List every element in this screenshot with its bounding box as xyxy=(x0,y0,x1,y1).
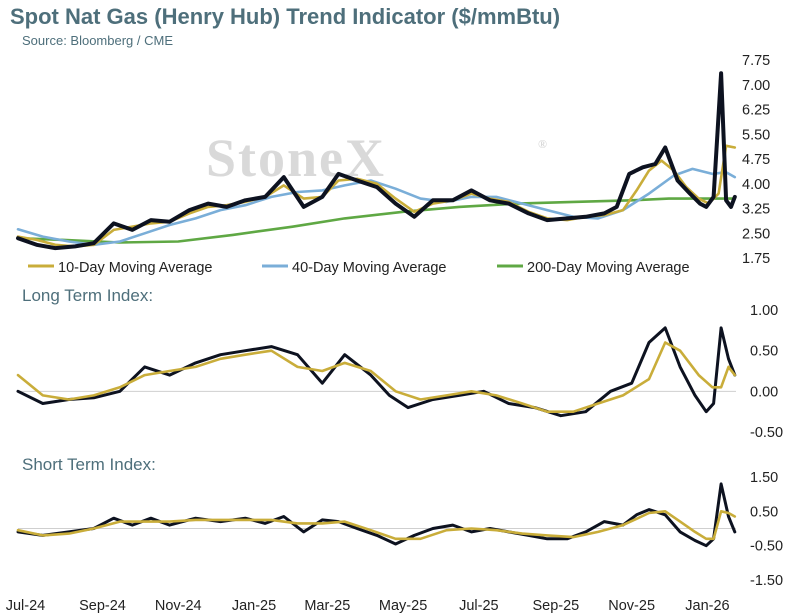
long-term-index-title: Long Term Index: xyxy=(22,286,154,305)
y-tick-label-panel-1: 0.50 xyxy=(750,344,778,360)
watermark-registered-mark: ® xyxy=(538,137,549,151)
x-tick-label: May-25 xyxy=(379,598,427,614)
y-tick-label-panel-2: -0.50 xyxy=(750,539,783,555)
legend-label-ma10: 10-Day Moving Average xyxy=(58,260,213,276)
ma10-line-panel-2 xyxy=(16,509,737,541)
y-tick-label-panel-0: 2.50 xyxy=(742,226,770,242)
y-tick-label-panel-0: 7.00 xyxy=(742,78,770,94)
x-tick-labels: Jul-24 Sep-24 Nov-24 Jan-25 Mar-25 May-25 Jul-… xyxy=(6,598,730,614)
x-tick-label: Sep-25 xyxy=(532,598,579,614)
index-line-panel-2 xyxy=(16,482,737,548)
y-tick-label-panel-0: 4.75 xyxy=(742,152,770,168)
y-tick-label-panel-0: 7.75 xyxy=(742,53,770,69)
y-tick-label-panel-0: 1.75 xyxy=(742,251,770,267)
chart-source: Source: Bloomberg / CME xyxy=(22,33,174,48)
y-tick-label-panel-2: 1.50 xyxy=(750,470,778,486)
x-tick-label: Jul-24 xyxy=(6,598,46,614)
x-tick-label: Nov-24 xyxy=(155,598,202,614)
price-line-panel-0 xyxy=(16,71,737,251)
ma10-line-panel-1 xyxy=(16,341,737,414)
x-tick-label: Jan-25 xyxy=(232,598,276,614)
y-tick-labels: 7.75 7.00 6.25 5.50 4.75 4.00 3.25 2.50 1.75 1.00… xyxy=(742,53,783,589)
x-tick-label: Sep-24 xyxy=(79,598,126,614)
ma40-line-panel-0 xyxy=(16,167,737,247)
legend-label-ma200: 200-Day Moving Average xyxy=(527,260,690,276)
stonex-watermark: StoneX ® xyxy=(206,128,549,188)
y-tick-label-panel-0: 3.25 xyxy=(742,202,770,218)
x-tick-label: Mar-25 xyxy=(304,598,350,614)
x-tick-label: Jul-25 xyxy=(459,598,499,614)
legend: 10-Day Moving Average 40-Day Moving Avera… xyxy=(28,260,690,276)
y-tick-label-panel-0: 6.25 xyxy=(742,103,770,119)
chart-title: Spot Nat Gas (Henry Hub) Trend Indicator… xyxy=(10,4,561,29)
ma200-line-panel-0 xyxy=(16,197,737,244)
y-tick-label-panel-1: 0.00 xyxy=(750,384,778,400)
y-tick-label-panel-2: -1.50 xyxy=(750,573,783,589)
y-tick-label-panel-1: 1.00 xyxy=(750,303,778,319)
index-line-panel-1 xyxy=(16,326,737,418)
grid-lines xyxy=(18,390,736,529)
short-term-index-title: Short Term Index: xyxy=(22,455,156,474)
legend-label-ma40: 40-Day Moving Average xyxy=(292,260,447,276)
series-lines xyxy=(16,71,737,548)
ma10-line-panel-0 xyxy=(16,144,737,248)
y-tick-label-panel-0: 4.00 xyxy=(742,177,770,193)
x-tick-label: Jan-26 xyxy=(685,598,729,614)
y-tick-label-panel-1: -0.50 xyxy=(750,425,783,441)
x-tick-label: Nov-25 xyxy=(608,598,655,614)
y-tick-label-panel-2: 0.50 xyxy=(750,504,778,520)
y-tick-label-panel-0: 5.50 xyxy=(742,127,770,143)
